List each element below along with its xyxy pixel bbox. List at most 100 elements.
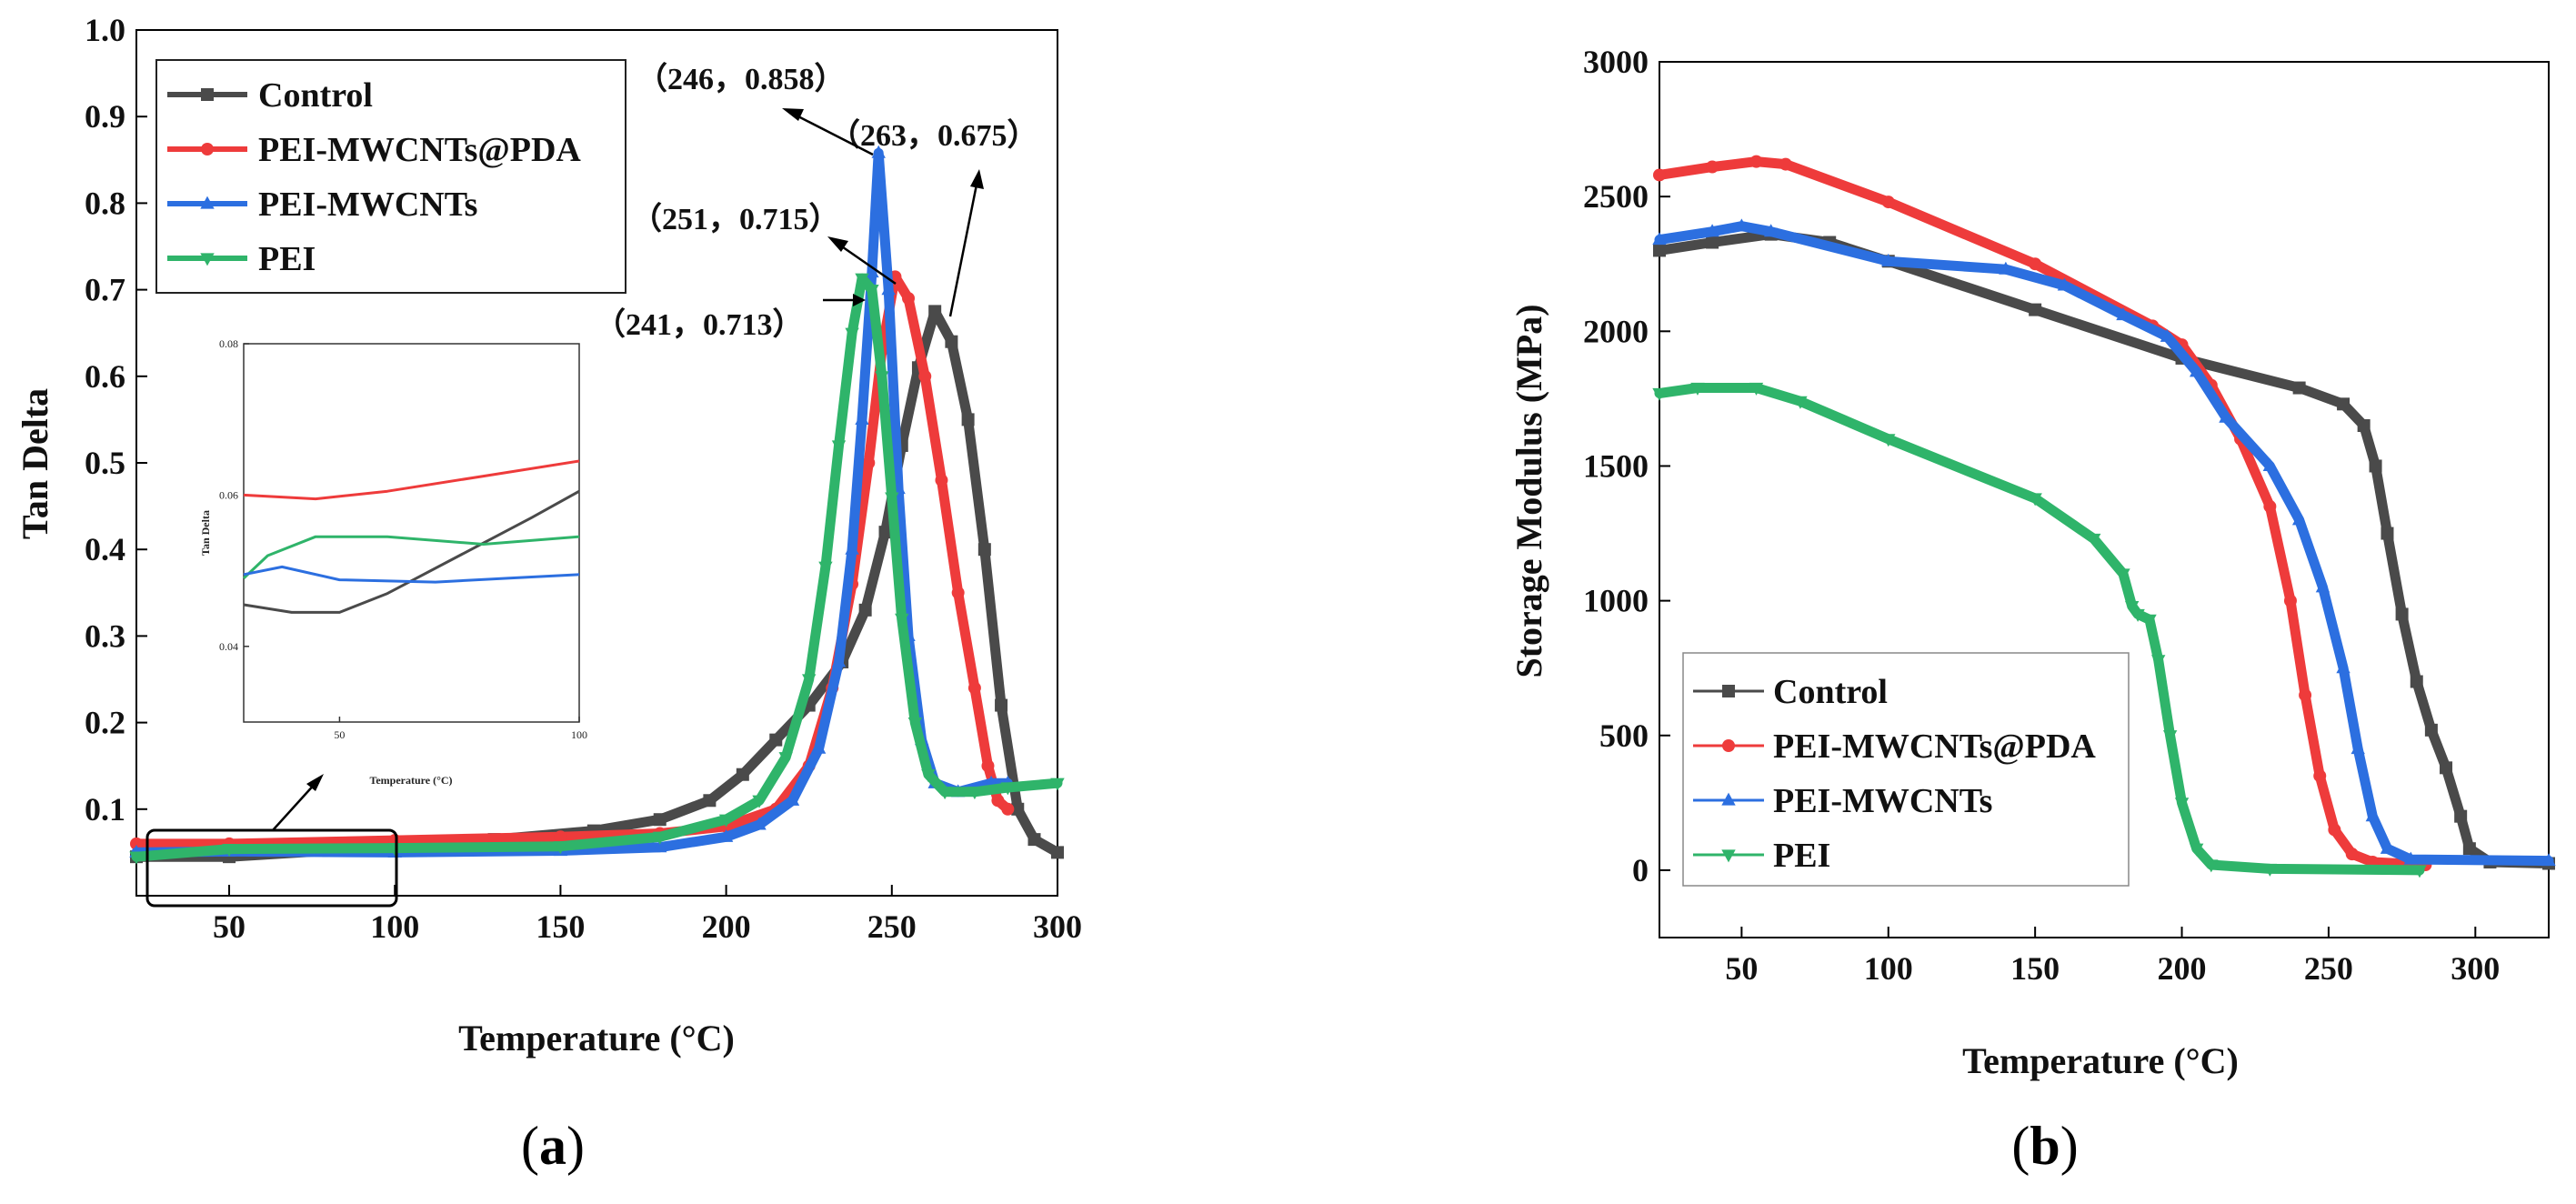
data-point-pei (2130, 608, 2145, 622)
x-tick-label: 200 (702, 908, 751, 945)
legend-b-marker-control (1722, 685, 1735, 697)
data-point-pei (1690, 382, 1705, 396)
data-point-pei-mwcnts-pda (2345, 848, 2359, 861)
y-tick-label: 0.2 (85, 705, 125, 741)
data-point-pei (802, 674, 817, 687)
panel-b-y-ticks: 0 500 1000 1500 2000 2500 3000 (1583, 44, 1670, 888)
data-point-control (653, 813, 667, 827)
y-tick-label: 1500 (1583, 447, 1649, 484)
x-tick-label: 300 (1033, 908, 1082, 945)
x-tick-label: 100 (370, 908, 419, 945)
y-tick-label: 0.3 (85, 617, 125, 654)
data-point-pei (831, 440, 847, 454)
data-point-pei-mwcnts (811, 740, 827, 754)
data-point-pei (2142, 614, 2157, 627)
data-point-pei-mwcnts (785, 792, 800, 806)
x-tick-label: 50 (213, 908, 246, 945)
panel-a-series (129, 145, 1065, 865)
data-point-pei (387, 843, 402, 857)
data-point-pei-mwcnts-pda (2263, 499, 2277, 513)
panel-b-y-axis-title: Storage Modulus (MPa) (1509, 304, 1549, 677)
data-point-pei-mwcnts (1763, 224, 1779, 237)
data-point-pei-mwcnts (1999, 261, 2013, 275)
legend-marker-pei (200, 253, 215, 266)
inset-x-tick-label: 100 (571, 728, 587, 741)
legend-label-pei-mwcnts-pda: PEI-MWCNTs@PDA (258, 131, 581, 169)
inset-series-pei-mwcnts (243, 565, 580, 584)
inset-y-tick-label: 0.04 (219, 640, 238, 653)
data-point-pei (2174, 798, 2190, 811)
panel-a-inset-plot (243, 343, 580, 723)
data-point-pei-mwcnts (2057, 277, 2072, 291)
data-point-pei (2116, 568, 2130, 582)
data-point-control (1653, 244, 1666, 257)
data-point-pei (1652, 387, 1667, 401)
data-point-pei-mwcnts-pda (130, 837, 143, 850)
data-point-pei-mwcnts-pda (1706, 160, 1719, 174)
data-point-pei-mwcnts-pda (2313, 769, 2327, 783)
data-point-pei (895, 613, 909, 627)
data-point-pei-mwcnts (1705, 224, 1719, 237)
x-tick-label: 100 (1864, 950, 1913, 987)
data-point-control (995, 698, 1008, 712)
data-point-control (977, 543, 991, 557)
data-point-control (2029, 303, 2042, 316)
data-point-pei (855, 273, 869, 286)
data-point-pei (222, 843, 236, 857)
data-point-pei (2151, 655, 2166, 668)
data-point-control (2357, 419, 2371, 433)
legend-b-marker-pei (1721, 849, 1736, 863)
data-point-pei-mwcnts (752, 817, 767, 830)
annotation-peak-control: （263，0.675） (829, 117, 1038, 153)
data-point-control (2337, 397, 2350, 411)
data-point-control (2410, 675, 2423, 688)
data-point-control (736, 768, 749, 781)
x-tick-label: 150 (2010, 950, 2060, 987)
y-tick-label: 0.4 (85, 531, 125, 567)
y-tick-label: 0.6 (85, 358, 125, 395)
inset-y-tick-label: 0.08 (219, 337, 238, 350)
annotation-peak-pei: （241，0.713） (595, 306, 804, 342)
y-tick-label: 0 (1632, 852, 1649, 888)
data-point-pei (778, 752, 793, 766)
data-point-pei-mwcnts-pda (951, 586, 965, 599)
data-point-pei (2204, 859, 2219, 873)
panel-a-x-ticks: 50 100 150 200 250 300 (213, 885, 1082, 945)
data-point-pei (2087, 533, 2101, 547)
legend-b-label-pei-mwcnts-pda: PEI-MWCNTs@PDA (1773, 727, 2096, 766)
inset-x-tick-label: 50 (334, 728, 345, 741)
data-point-pei-mwcnts-pda (967, 681, 981, 695)
y-tick-label: 1000 (1583, 583, 1649, 619)
x-tick-label: 250 (867, 908, 917, 945)
y-tick-label: 1.0 (85, 12, 125, 48)
panel-a-caption: (a) (521, 1116, 585, 1176)
data-point-pei (553, 841, 568, 855)
y-tick-label: 2000 (1583, 313, 1649, 349)
data-point-control (878, 526, 892, 539)
panel-a-legend-box (155, 59, 626, 294)
panel-b-legend: Control PEI-MWCNTs@PDA PEI-MWCNTs PEI (1682, 652, 2130, 887)
data-point-pei (2189, 843, 2204, 857)
data-point-control (945, 335, 958, 348)
y-tick-label: 3000 (1583, 44, 1649, 80)
data-point-pei-mwcnts (2541, 853, 2556, 867)
data-point-pei (718, 814, 734, 828)
inset-series-pei-mwcnts-pda (243, 459, 580, 501)
data-point-pei-mwcnts (855, 412, 869, 425)
data-point-pei (1749, 382, 1764, 396)
data-point-pei-mwcnts (1881, 253, 1896, 266)
data-point-pei-mwcnts-pda (1881, 196, 1895, 209)
panel-a-y-axis-title: Tan Delta (15, 388, 55, 539)
panel-b-x-ticks: 50 100 150 200 250 300 (1725, 927, 2500, 987)
y-tick-label: 0.8 (85, 185, 125, 221)
data-point-pei-mwcnts (2403, 851, 2418, 865)
legend-label-pei-mwcnts: PEI-MWCNTs (258, 186, 477, 224)
data-point-control (703, 794, 717, 808)
data-point-pei (1000, 782, 1016, 796)
data-point-pei-mwcnts-pda (1001, 802, 1015, 816)
panel-a-inset-y-axis-title: Tan Delta (199, 510, 212, 556)
data-point-pei-mwcnts (2219, 409, 2233, 423)
panel-a-zoom-arrow (272, 781, 317, 831)
annotation-peak-pei-mwcnts-pda: （251，0.715） (631, 201, 840, 236)
